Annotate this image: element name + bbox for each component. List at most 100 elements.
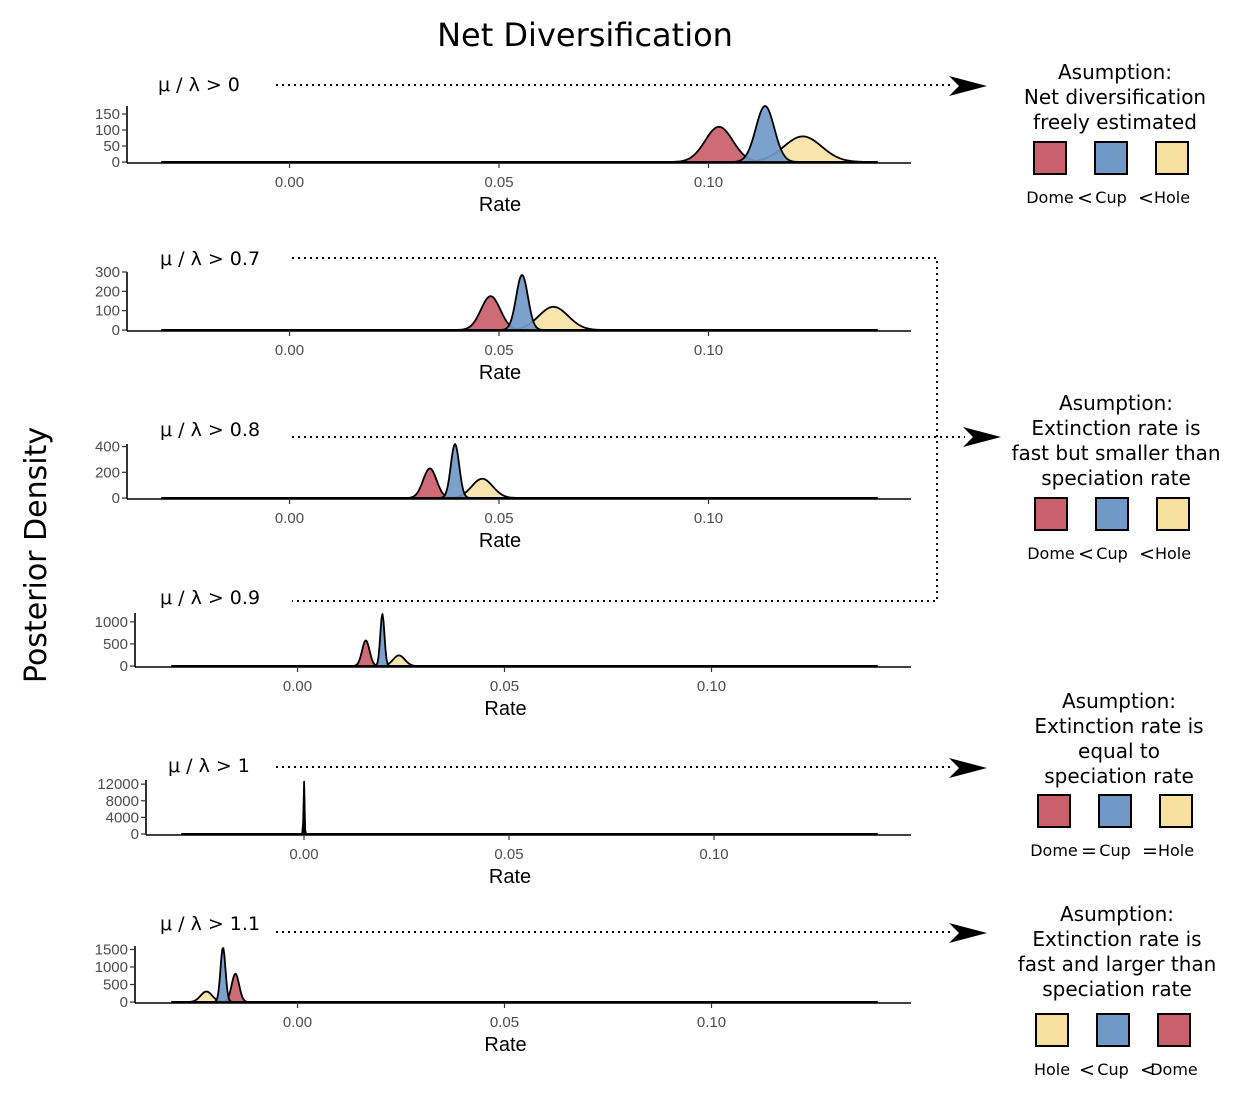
density-hole: [181, 815, 878, 835]
assumption-line: Extinction rate is: [1031, 416, 1200, 440]
assumption-line: fast and larger than: [1018, 952, 1217, 976]
legend-label-dome: Dome: [1030, 841, 1078, 860]
arrow-head-2: [963, 427, 1001, 447]
y-tick-label: 50: [103, 138, 120, 155]
condition-label: μ / λ > 1: [168, 755, 250, 777]
y-tick-label: 400: [95, 439, 120, 456]
legend-operator: <: [1140, 1059, 1156, 1081]
assumption-line: Net diversification: [1024, 85, 1206, 109]
legend-operator: =: [1142, 840, 1158, 862]
density-cup: [161, 274, 878, 331]
legend-swatch-dome: [1037, 794, 1071, 828]
y-tick-label: 200: [95, 283, 120, 300]
y-tick-label: 0: [120, 658, 128, 675]
x-axis-label: Rate: [479, 530, 521, 552]
legend-operator: =: [1081, 840, 1097, 862]
y-tick-label: 500: [103, 636, 128, 653]
y-tick-label: 1000: [95, 959, 128, 976]
bracket-connector: [292, 257, 938, 602]
legend-swatch-cup: [1094, 141, 1128, 175]
legend-label-hole: Hole: [1155, 544, 1191, 563]
density-dome: [171, 639, 878, 667]
density-hole: [171, 990, 878, 1003]
assumption-line: speciation rate: [1042, 977, 1192, 1001]
x-axis-label: Rate: [489, 866, 531, 888]
y-tick-label: 100: [95, 303, 120, 320]
legend-swatch-dome: [1157, 1013, 1191, 1047]
y-tick-label: 0: [112, 490, 120, 507]
density-cup: [171, 947, 878, 1003]
x-axis-label: Rate: [479, 194, 521, 216]
x-tick-label: 0.10: [694, 510, 723, 527]
legend-operator: <: [1078, 543, 1094, 565]
x-tick-label: 0.10: [699, 846, 728, 863]
y-tick-label: 300: [95, 264, 120, 281]
density-dome: [161, 467, 878, 499]
x-tick-label: 0.00: [275, 174, 304, 191]
x-tick-label: 0.05: [484, 342, 513, 359]
legend-label-hole: Hole: [1154, 188, 1190, 207]
connectors: [276, 76, 1001, 943]
x-axis-label: Rate: [484, 1034, 526, 1056]
legend-swatch-hole: [1035, 1013, 1069, 1047]
legend-operator: <: [1077, 187, 1093, 209]
y-tick-label: 4000: [106, 809, 139, 826]
legend-label-dome: Dome: [1027, 544, 1075, 563]
legend-label-dome: Dome: [1150, 1060, 1198, 1079]
y-tick-label: 200: [95, 464, 120, 481]
y-tick-label: 500: [103, 977, 128, 994]
y-tick-label: 0: [120, 994, 128, 1011]
legend-swatch-cup: [1095, 497, 1129, 531]
y-tick-label: 12000: [97, 776, 139, 793]
panel-4: μ / λ > 0.9 1000 500 0 0.00 0.05 0.10 Rate: [95, 587, 911, 720]
legend-swatch-dome: [1034, 497, 1068, 531]
legend-operator: <: [1138, 187, 1154, 209]
x-axis-label: Rate: [484, 698, 526, 720]
panel-3: μ / λ > 0.8 400 200 0 0.00 0.05 0.10 Rate: [95, 419, 911, 552]
assumption-heading: Asumption:: [1062, 689, 1176, 713]
x-tick-label: 0.00: [283, 1014, 312, 1031]
assumption-line: equal to: [1078, 739, 1160, 763]
y-axis-label: Posterior Density: [19, 427, 54, 683]
assumption-line: freely estimated: [1033, 110, 1197, 134]
assumption-heading: Asumption:: [1059, 391, 1173, 415]
y-tick-label: 1500: [95, 942, 128, 959]
x-tick-label: 0.05: [490, 678, 519, 695]
legend-swatch-cup: [1098, 794, 1132, 828]
legend-swatch-dome: [1033, 141, 1067, 175]
legend-label-cup: Cup: [1097, 1060, 1128, 1079]
legend-operator: <: [1079, 1059, 1095, 1081]
x-tick-label: 0.05: [494, 846, 523, 863]
density-dome: [171, 972, 878, 1003]
legend-swatch-hole: [1156, 497, 1190, 531]
legend-swatch-cup: [1096, 1013, 1130, 1047]
condition-label: μ / λ > 0.9: [160, 587, 260, 609]
arrow-head-4: [949, 923, 987, 943]
legend-label-cup: Cup: [1099, 841, 1130, 860]
assumption-line: Extinction rate is: [1032, 927, 1201, 951]
condition-label: μ / λ > 0.8: [160, 419, 260, 441]
legend-operator: <: [1139, 543, 1155, 565]
y-tick-label: 0: [112, 154, 120, 171]
density-cup: [171, 613, 878, 667]
legend-swatch-hole: [1159, 794, 1193, 828]
density-cup: [181, 780, 878, 835]
density-dome: [181, 798, 878, 835]
density-cup: [161, 105, 878, 163]
panel-2: μ / λ > 0.7 300 200 100 0 0.00 0.05 0.10 Rate: [95, 248, 911, 384]
y-tick-label: 150: [95, 106, 120, 123]
x-tick-label: 0.05: [484, 174, 513, 191]
legend-label-cup: Cup: [1095, 188, 1126, 207]
assumption-line: speciation rate: [1044, 764, 1194, 788]
legend-swatch-hole: [1155, 141, 1189, 175]
figure-title: Net Diversification: [437, 16, 733, 54]
